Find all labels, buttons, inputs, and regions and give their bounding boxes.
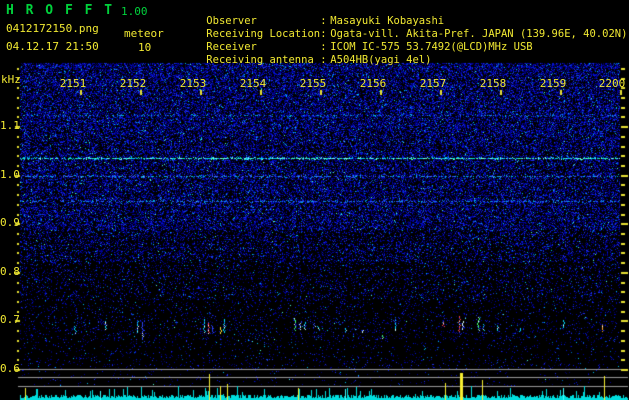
meteor-count: 10 bbox=[138, 41, 152, 54]
time-tick-label: 2151 bbox=[59, 77, 87, 90]
info-row-antenna: Receiving antenna: A504HB(yagi 4el) bbox=[181, 42, 431, 78]
info-separator: : bbox=[320, 41, 327, 53]
info-row-observer: Observer: Masayuki Kobayashi bbox=[181, 3, 444, 39]
info-value: ICOM IC-575 53.7492(@LCD)MHz USB bbox=[330, 41, 533, 53]
info-separator: : bbox=[320, 28, 327, 40]
observation-mode-label: meteor bbox=[124, 27, 164, 40]
freq-tick-label: 1.1 bbox=[0, 119, 20, 132]
info-row-receiver: Receiver: ICOM IC-575 53.7492(@LCD)MHz US… bbox=[181, 29, 533, 65]
freq-tick-label: 1.0 bbox=[0, 168, 20, 181]
info-value: Ogata-vill. Akita-Pref. JAPAN (139.96E, … bbox=[330, 28, 628, 40]
info-label: Receiver bbox=[206, 41, 257, 53]
time-tick-label: 2157 bbox=[419, 77, 447, 90]
time-tick-label: 2158 bbox=[479, 77, 507, 90]
info-value: Masayuki Kobayashi bbox=[330, 15, 445, 27]
freq-tick-label: 0.7 bbox=[0, 313, 20, 326]
app-title: H R O F F T bbox=[6, 3, 115, 18]
time-tick-label: 2159 bbox=[539, 77, 567, 90]
time-tick-label: 2156 bbox=[359, 77, 387, 90]
freq-tick-label: 0.8 bbox=[0, 265, 20, 278]
observation-datetime: 04.12.17 21:50 bbox=[6, 40, 99, 53]
info-label: Receiving Location bbox=[206, 28, 321, 40]
info-separator: : bbox=[320, 54, 327, 66]
info-separator: : bbox=[320, 15, 327, 27]
output-filename: 0412172150.png bbox=[6, 22, 99, 35]
freq-tick-label: 0.6 bbox=[0, 362, 20, 375]
info-value: A504HB(yagi 4el) bbox=[330, 54, 432, 66]
time-tick-label: 2154 bbox=[239, 77, 267, 90]
time-tick-label: 2155 bbox=[299, 77, 327, 90]
info-label: Observer bbox=[206, 15, 257, 27]
freq-axis-unit-label: kHz bbox=[1, 73, 21, 86]
time-tick-label: 2200 bbox=[598, 77, 626, 90]
info-label: Receiving antenna bbox=[206, 54, 314, 66]
app-version: 1.00 bbox=[121, 5, 148, 18]
freq-tick-label: 0.9 bbox=[0, 216, 20, 229]
time-tick-label: 2153 bbox=[179, 77, 207, 90]
time-tick-label: 2152 bbox=[119, 77, 147, 90]
info-row-location: Receiving Location: Ogata-vill. Akita-Pre… bbox=[181, 16, 627, 52]
